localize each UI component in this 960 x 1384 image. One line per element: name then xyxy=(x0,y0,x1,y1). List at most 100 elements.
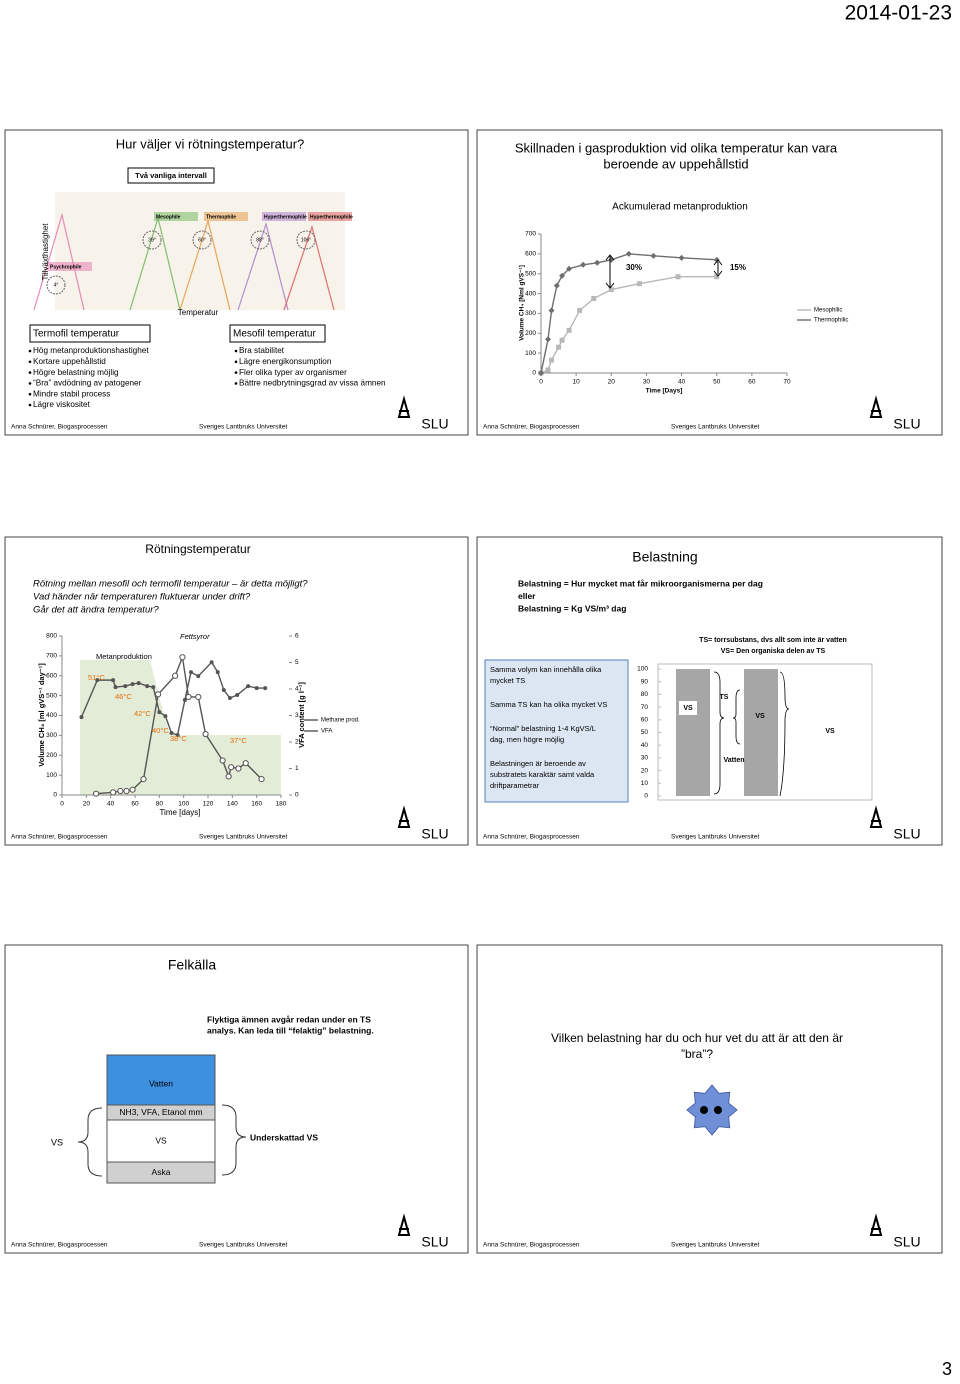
point xyxy=(79,715,84,720)
logo-text: SLU xyxy=(893,416,920,432)
point xyxy=(111,678,116,683)
x-tick-label: 60 xyxy=(131,801,139,808)
heading-box xyxy=(29,324,151,343)
logo-text: SLU xyxy=(893,826,920,842)
x-tick-label: 40 xyxy=(678,379,686,386)
diagram-bg xyxy=(55,192,345,310)
stack-label: NH3, VFA, Etanol mm xyxy=(119,1107,202,1117)
chart-title: Ackumulerad metanproduktion xyxy=(612,202,748,213)
point xyxy=(163,714,168,719)
y2-axis-label: VFA content [g l⁻¹] xyxy=(297,682,306,748)
point xyxy=(548,307,555,314)
annotation: VS xyxy=(825,728,835,735)
y-tick-label: 0 xyxy=(53,792,57,799)
point xyxy=(221,688,226,693)
y-tick-label: 0 xyxy=(532,370,536,377)
list-item: Bra stabilitet xyxy=(239,346,285,355)
bullet xyxy=(28,403,32,407)
subtitle-box xyxy=(127,167,215,184)
x-tick-label: 30 xyxy=(643,379,651,386)
point xyxy=(713,256,720,263)
annotation: Metanproduktion xyxy=(96,652,152,661)
brace xyxy=(77,1104,247,1177)
note: VS= Den organiska delen av TS xyxy=(721,648,826,655)
y-tick-label: 60 xyxy=(641,717,649,724)
point xyxy=(246,684,251,689)
point xyxy=(258,776,265,783)
point xyxy=(182,697,187,702)
point xyxy=(151,685,156,690)
temp-circle xyxy=(296,230,316,250)
slide-title: Rötningstemperatur xyxy=(145,542,250,556)
column-heading: Termofil temperatur xyxy=(33,329,120,340)
slide-text: Går det att ändra temperatur? xyxy=(33,605,159,616)
group-box xyxy=(154,212,198,221)
point xyxy=(714,274,720,280)
slide-text: eller xyxy=(518,591,536,601)
logo-icon xyxy=(397,395,411,418)
point xyxy=(242,760,249,767)
y-tick-label: 70 xyxy=(641,704,649,711)
note: Flyktiga ämnen avgår redan under en TS xyxy=(207,1014,371,1024)
point xyxy=(202,730,209,738)
y-axis-label: Volume CH₄ [Nml gVS⁻¹] xyxy=(519,265,526,341)
stack-block xyxy=(106,1119,216,1163)
annotation: 42°C xyxy=(134,709,151,718)
slide-frames xyxy=(4,129,943,1254)
point xyxy=(175,732,180,737)
y-tick-label: 80 xyxy=(641,691,649,698)
box-text: dag, men högre möjlig xyxy=(490,735,564,744)
annotation: TS xyxy=(720,694,729,701)
y2-tick-label: 1 xyxy=(295,765,299,772)
point xyxy=(675,274,681,280)
x-tick-label: 80 xyxy=(156,801,164,808)
y-tick-label: 300 xyxy=(525,310,536,317)
box-text: Samma volym kan innehålla olika xyxy=(490,665,602,674)
blob-eye xyxy=(714,1106,722,1114)
point xyxy=(145,684,150,689)
point xyxy=(140,776,147,783)
footer-author: Anna Schnürer, Biogasprocessen xyxy=(483,834,580,841)
stack-label: VS xyxy=(155,1135,167,1145)
y2-tick-label: 5 xyxy=(295,659,299,666)
y-tick-label: 40 xyxy=(641,742,649,749)
annotation: VS xyxy=(755,713,765,720)
x-tick-label: 160 xyxy=(251,801,262,808)
x-tick-label: 20 xyxy=(83,801,91,808)
question: ”bra”? xyxy=(681,1047,713,1061)
temp-circle xyxy=(192,230,212,250)
side-label: VS xyxy=(51,1137,63,1147)
box-text: driftparametrar xyxy=(490,781,540,790)
y-axis-label: Tillväxthastighet xyxy=(41,223,50,281)
bullet xyxy=(28,392,32,396)
annotation: VS xyxy=(683,705,693,712)
box-text: mycket TS xyxy=(490,676,525,685)
y-axis-label: Volume CH₄ [ml gVS⁻¹ day⁻¹] xyxy=(37,663,46,767)
x-tick-label: 60 xyxy=(748,379,756,386)
slide-text: Rötning mellan mesofil och termofil temp… xyxy=(33,579,308,590)
point xyxy=(636,281,642,287)
point xyxy=(179,654,186,661)
list-item: Fler olika typer av organismer xyxy=(239,368,347,377)
point xyxy=(591,296,597,302)
side-label: Underskattad VS xyxy=(250,1132,318,1142)
x-axis-label: Time [days] xyxy=(159,808,200,817)
x-tick-label: 0 xyxy=(60,801,64,808)
temp-circle xyxy=(46,275,66,295)
logo-text: SLU xyxy=(421,826,448,842)
x-tick-label: 100 xyxy=(178,801,189,808)
point xyxy=(678,254,685,261)
bar xyxy=(744,669,778,796)
bullet xyxy=(234,382,238,385)
footer-org: Sveriges Lantbruks Universitet xyxy=(199,834,287,841)
y-tick-label: 200 xyxy=(46,752,57,759)
y-tick-label: 90 xyxy=(641,678,649,685)
point xyxy=(117,787,124,795)
legend-label: VFA xyxy=(321,729,332,735)
temp-label: 106° xyxy=(301,237,311,243)
bullet xyxy=(234,371,238,374)
footer-author: Anna Schnürer, Biogasprocessen xyxy=(483,1242,580,1249)
list-item: Bättre nedbrytningsgrad av vissa ämnen xyxy=(239,379,386,388)
point xyxy=(650,252,657,259)
point xyxy=(566,265,573,272)
